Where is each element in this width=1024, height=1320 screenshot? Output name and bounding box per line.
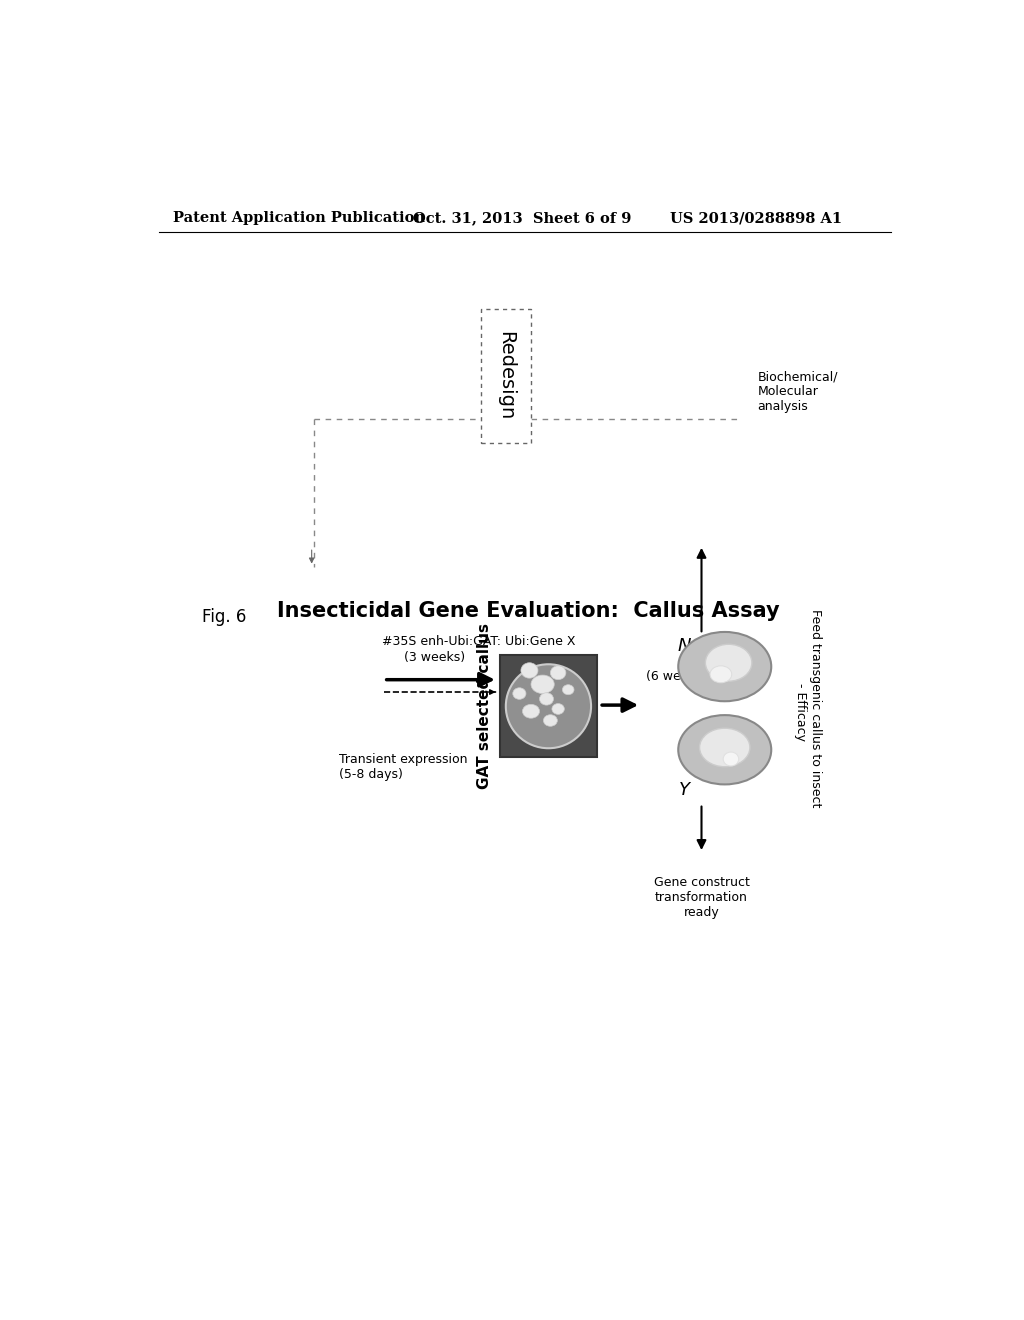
- Ellipse shape: [552, 704, 564, 714]
- Ellipse shape: [706, 644, 752, 681]
- Text: (3 weeks): (3 weeks): [403, 651, 465, 664]
- Text: (6 weeks): (6 weeks): [646, 671, 707, 684]
- Ellipse shape: [710, 665, 732, 682]
- Ellipse shape: [562, 685, 574, 694]
- Bar: [480, 309, 531, 444]
- Text: #35S enh-Ubi:GAT: Ubi:Gene X: #35S enh-Ubi:GAT: Ubi:Gene X: [382, 635, 575, 648]
- Ellipse shape: [723, 752, 738, 766]
- Ellipse shape: [522, 705, 540, 718]
- Ellipse shape: [540, 693, 554, 705]
- Text: Insecticidal Gene Evaluation:  Callus Assay: Insecticidal Gene Evaluation: Callus Ass…: [276, 601, 779, 622]
- Ellipse shape: [544, 714, 557, 726]
- Ellipse shape: [550, 665, 566, 680]
- Text: Biochemical/
Molecular
analysis: Biochemical/ Molecular analysis: [758, 370, 838, 413]
- Text: Transient expression
(5-8 days): Transient expression (5-8 days): [339, 752, 467, 780]
- Text: US 2013/0288898 A1: US 2013/0288898 A1: [671, 211, 843, 226]
- Text: GAT selected callus: GAT selected callus: [477, 623, 493, 789]
- Text: Feed transgenic callus to insect
  - Efficacy: Feed transgenic callus to insect - Effic…: [795, 609, 822, 808]
- Ellipse shape: [531, 675, 554, 693]
- Text: Patent Application Publication: Patent Application Publication: [173, 211, 425, 226]
- Ellipse shape: [506, 664, 591, 748]
- Ellipse shape: [513, 688, 526, 700]
- Ellipse shape: [678, 715, 771, 784]
- Text: Oct. 31, 2013  Sheet 6 of 9: Oct. 31, 2013 Sheet 6 of 9: [414, 211, 632, 226]
- Text: Redesign: Redesign: [496, 331, 515, 421]
- Text: Fig. 6: Fig. 6: [202, 607, 246, 626]
- Ellipse shape: [699, 729, 750, 767]
- Ellipse shape: [521, 663, 538, 678]
- Text: Y: Y: [679, 781, 690, 799]
- Bar: [500, 655, 597, 758]
- Text: Gene construct
transformation
ready: Gene construct transformation ready: [653, 876, 750, 919]
- Text: N: N: [678, 636, 691, 655]
- Ellipse shape: [678, 632, 771, 701]
